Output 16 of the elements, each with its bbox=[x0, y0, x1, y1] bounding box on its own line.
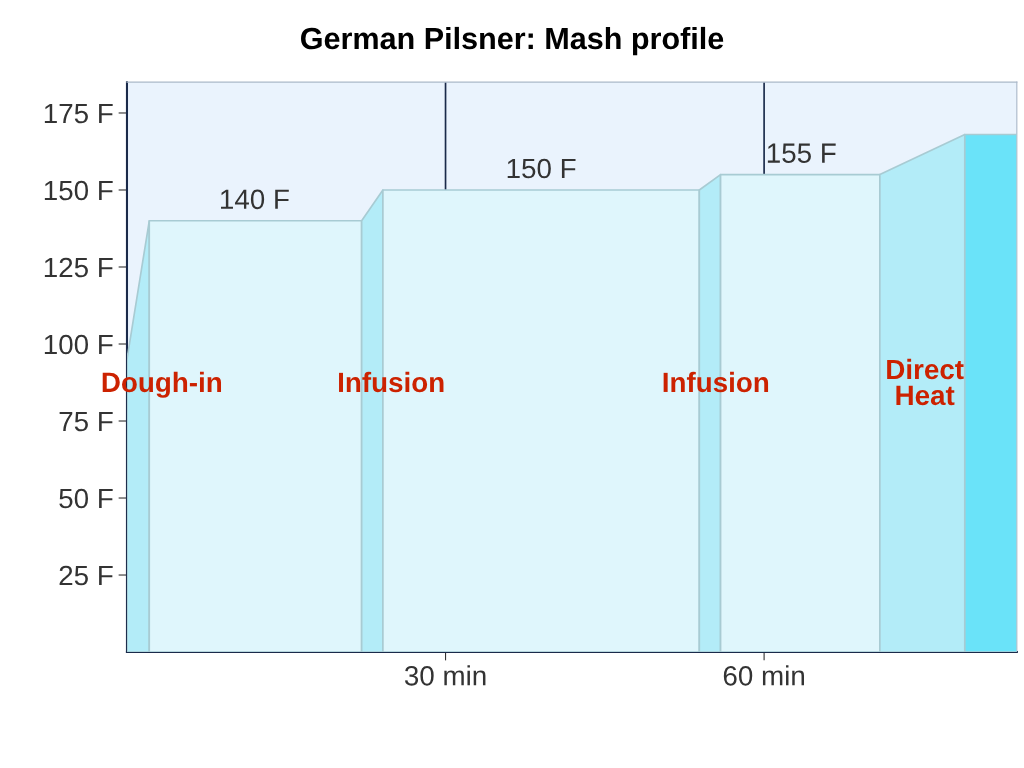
annotation: 150 F bbox=[507, 158, 576, 179]
annotation: 140 F bbox=[221, 189, 289, 210]
y-tick-label: 25 F bbox=[59, 565, 113, 586]
y-tick-label: 50 F bbox=[59, 488, 113, 509]
annotation: Infusion bbox=[339, 371, 444, 393]
y-tick-label: 75 F bbox=[59, 411, 113, 432]
x-tick-label: 30 min bbox=[404, 665, 486, 686]
y-tick-label: 175 F bbox=[44, 103, 113, 124]
y-tick-label: 100 F bbox=[44, 334, 113, 355]
annotation: Infusion bbox=[663, 371, 769, 393]
annotation: Direct Heat bbox=[887, 358, 964, 406]
annotation: 155 F bbox=[767, 143, 836, 163]
chart-title: German Pilsner: Mash profile bbox=[301, 26, 724, 56]
y-tick-label: 125 F bbox=[44, 257, 113, 278]
y-tick-label: 150 F bbox=[44, 180, 113, 201]
x-tick-label: 60 min bbox=[723, 665, 804, 686]
